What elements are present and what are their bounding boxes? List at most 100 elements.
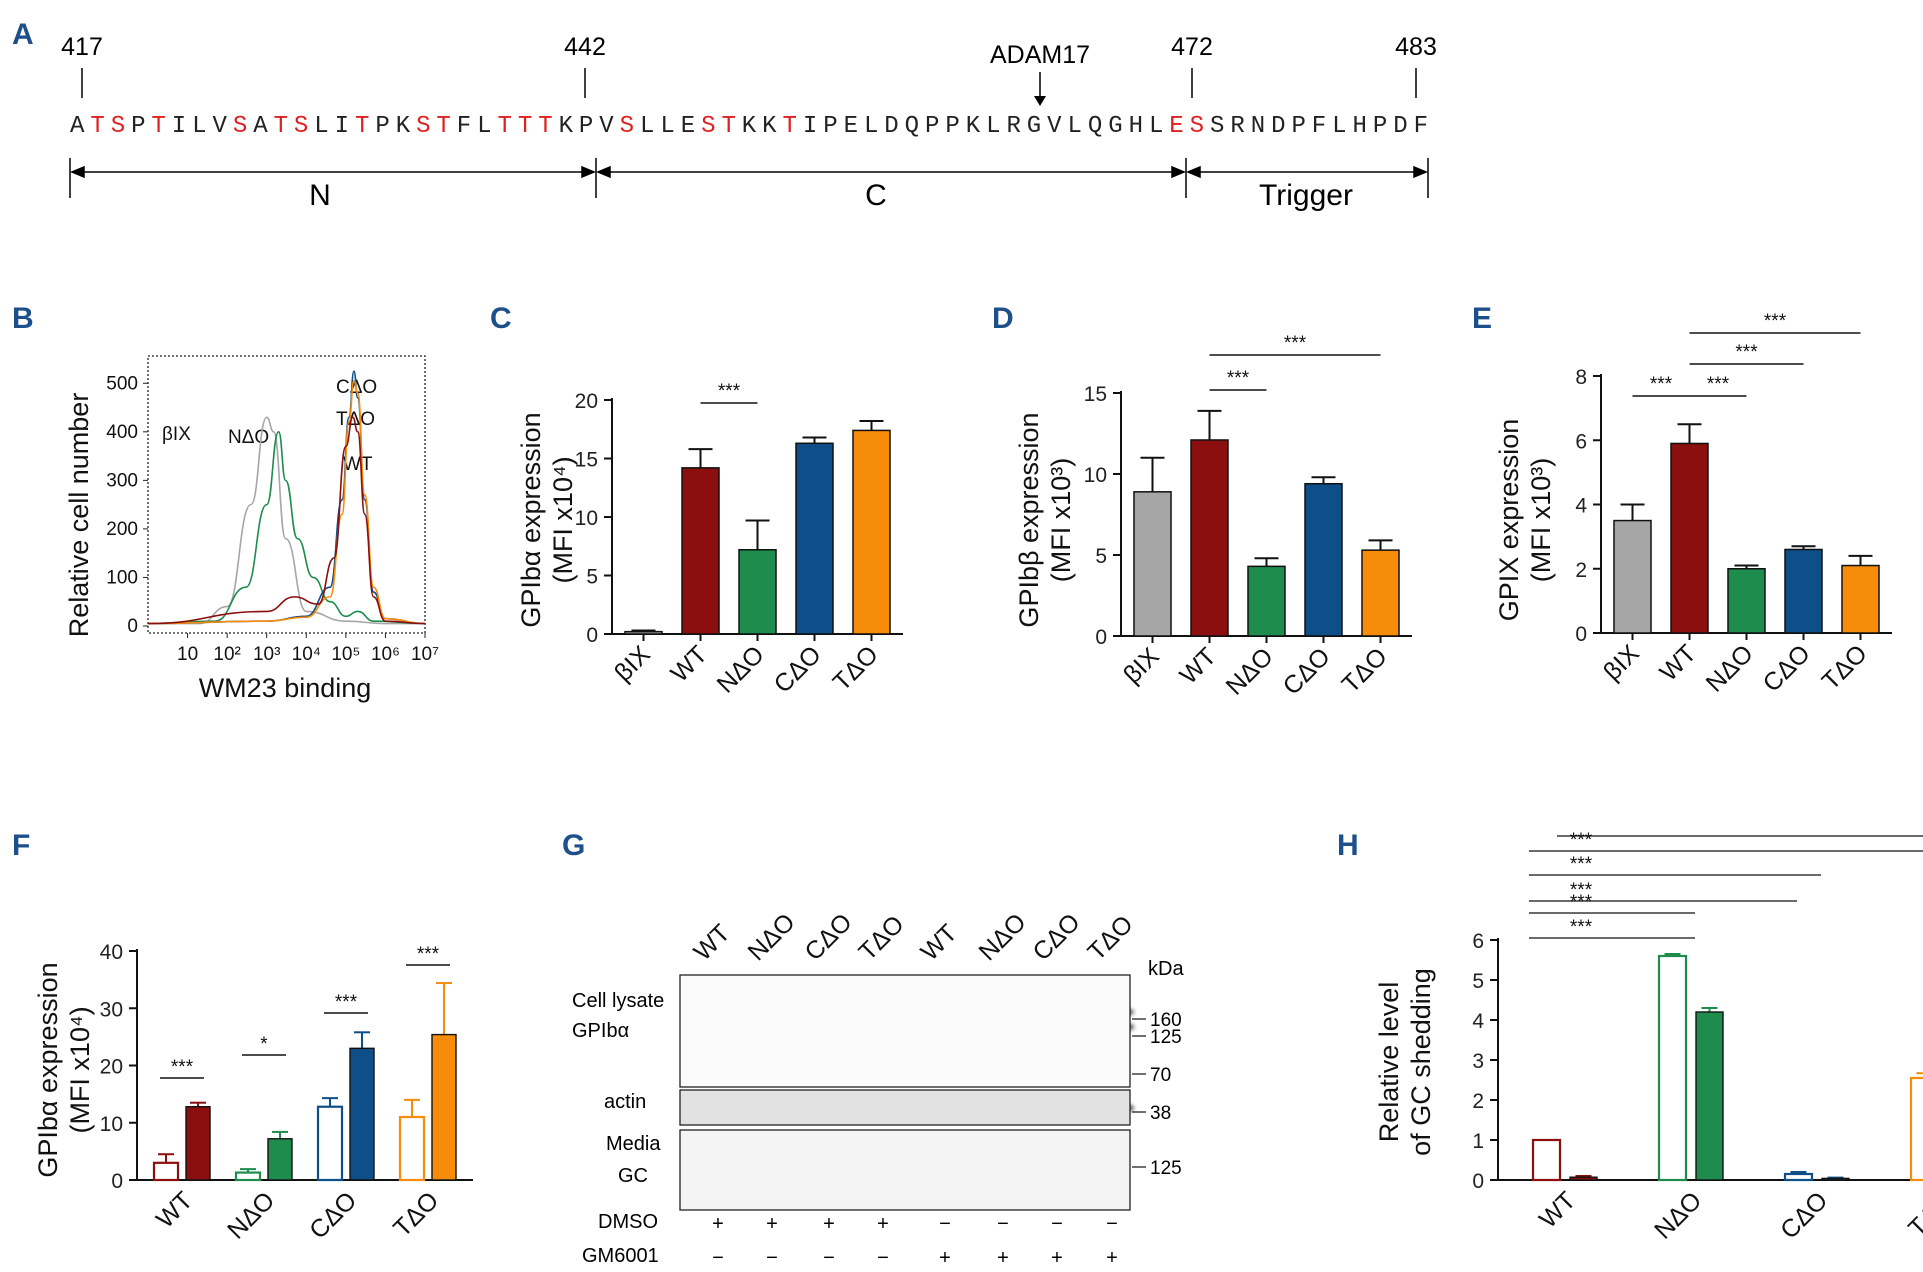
b-legend-ndo: NΔO (228, 427, 269, 448)
panelH-ylabel: Relative level (1374, 982, 1404, 1143)
g-dmso-mark-3: + (877, 1213, 889, 1235)
residue-27: S (620, 113, 634, 140)
panelC-bar-2 (738, 549, 777, 635)
g-kda-ticks (1132, 1018, 1146, 1168)
panelH-bar-1-0 (1657, 954, 1688, 1182)
panelC-ylabel: GPIbα expression (516, 412, 546, 627)
residue-10: T (274, 113, 288, 140)
b-xtick-label: 10⁶ (371, 644, 400, 665)
panelC-ytick-label: 0 (586, 624, 598, 647)
panelE-bar-3 (1784, 548, 1823, 634)
residue-5: I (172, 113, 186, 140)
panelE-bar-0 (1613, 519, 1652, 634)
panelD-bar-2 (1247, 565, 1286, 637)
g-dmso-mark-1: + (766, 1213, 778, 1235)
panelC-xlabel-3: CΔO (769, 640, 827, 698)
b-legend-tdo: TΔO (336, 409, 375, 430)
panelF-bar-3-1 (431, 1033, 457, 1181)
panelH-ylabel-units: of GC shedding (1406, 968, 1436, 1156)
b-xtick-label: 10² (213, 644, 240, 665)
g-gm6001-label: GM6001 (582, 1245, 659, 1267)
panelF-bar-1-0 (234, 1171, 262, 1182)
panelH-sig-label-2: *** (1570, 880, 1593, 901)
g-actin-label: actin (604, 1091, 646, 1113)
panelE-ytick-label: 6 (1575, 430, 1587, 453)
panelC-bar-4 (852, 429, 891, 635)
panelC-sig-label-0: *** (718, 381, 741, 402)
panelF-ylabel-units: (MFI x10⁴) (65, 1006, 95, 1133)
g-gm6001-mark-7: + (1106, 1247, 1118, 1269)
panelE-ytick-label: 0 (1575, 623, 1587, 646)
b-ytick-label: 100 (106, 567, 138, 588)
panel-letter-g: G (562, 829, 585, 862)
g-gc-label: GC (618, 1165, 648, 1187)
panelH-bar-1-1 (1695, 1011, 1724, 1181)
residue-61: F (1312, 113, 1326, 140)
residue-63: H (1353, 113, 1367, 140)
b-ytick-label: 500 (106, 373, 138, 394)
residue-3: P (131, 113, 145, 140)
residue-26: V (599, 113, 614, 140)
panelF-xlabel-3: TΔO (388, 1186, 444, 1242)
panelD-ytick-label: 15 (1084, 383, 1107, 406)
panelD-xlabel-0: βIX (1118, 642, 1165, 689)
b-histogram-4 (147, 416, 426, 625)
residue-49: L (1068, 113, 1082, 140)
residue-9: A (253, 113, 268, 140)
g-kda-125: 125 (1150, 1027, 1182, 1048)
panelE-sig-label-3: *** (1764, 311, 1787, 332)
residue-23: T (538, 113, 552, 140)
residue-52: H (1129, 113, 1143, 140)
b-xlabel: WM23 binding (199, 673, 372, 703)
panelE-sig-label-0: *** (1650, 374, 1673, 395)
residue-29: L (660, 113, 674, 140)
g-gm6001-mark-2: − (823, 1247, 835, 1269)
panelF-xlabel-0: WT (151, 1186, 198, 1233)
panelC-bar-0 (624, 630, 663, 635)
g-lane-label-0: WT (688, 919, 735, 966)
residue-14: T (355, 113, 369, 140)
panelH-bar-0-1 (1569, 1176, 1598, 1181)
b-histogram-3 (147, 380, 426, 625)
panelF-ytick-label: 0 (111, 1170, 123, 1193)
panelF-sig-label-0: *** (171, 1057, 194, 1078)
residue-35: T (783, 113, 797, 140)
panelD-sig-label-0: *** (1227, 368, 1250, 389)
g-dmso-mark-0: + (712, 1213, 724, 1235)
g-dmso-mark-7: − (1106, 1213, 1118, 1235)
g-gm6001-mark-5: + (997, 1247, 1009, 1269)
panel-c-bar-chart: GPIbα expression (MFI x10⁴) 0 5 10 15 20 βIX WTN… (516, 381, 903, 699)
panelF-sig-label-1: * (260, 1034, 268, 1055)
g-lane-label-3: TΔO (853, 910, 909, 966)
panelF-bar-3-0 (398, 1115, 426, 1182)
g-media-blot (679, 1129, 1131, 1211)
residue-33: K (742, 113, 757, 140)
g-kda-70: 70 (1150, 1065, 1171, 1086)
g-gm6001-mark-3: − (877, 1247, 889, 1269)
residue-40: D (884, 113, 898, 140)
b-ytick-label: 300 (106, 470, 138, 491)
panelE-sig-label-2: *** (1735, 342, 1758, 363)
b-xtick-label: 10³ (253, 644, 280, 665)
panelF-ytick-label: 40 (100, 941, 123, 964)
panelH-xlabel-1: NΔO (1649, 1186, 1707, 1244)
b-legend-bix: βIX (162, 424, 191, 445)
panelC-xlabel-2: NΔO (712, 640, 770, 698)
panelH-sig-label-1: *** (1570, 892, 1593, 913)
residue-54: E (1169, 113, 1183, 140)
panelE-ylabel: GPIX expression (1494, 419, 1524, 622)
panelC-xlabel-1: WT (665, 640, 712, 687)
panelF-sig-label-3: *** (417, 944, 440, 965)
b-legend-wt: WT (343, 454, 373, 475)
residue-55: S (1190, 113, 1204, 140)
g-dmso-mark-5: − (997, 1213, 1009, 1235)
panelD-bar-4 (1361, 549, 1400, 637)
panel-d-bar-chart: GPIbβ expression (MFI x10³) 0 5 10 15 βIX WTNΔO… (1014, 333, 1412, 701)
panel-h-bar-chart: Relative level of GC shedding 0 1 2 3 4 5 6 WT NΔO… (1374, 830, 1923, 1245)
b-plot-frame (147, 355, 426, 634)
residue-51: G (1108, 113, 1122, 140)
residue-41: Q (905, 113, 919, 140)
panelH-ytick-label: 0 (1472, 1170, 1484, 1193)
panelE-ytick-label: 4 (1575, 495, 1587, 518)
g-media-label: Media (606, 1133, 661, 1155)
